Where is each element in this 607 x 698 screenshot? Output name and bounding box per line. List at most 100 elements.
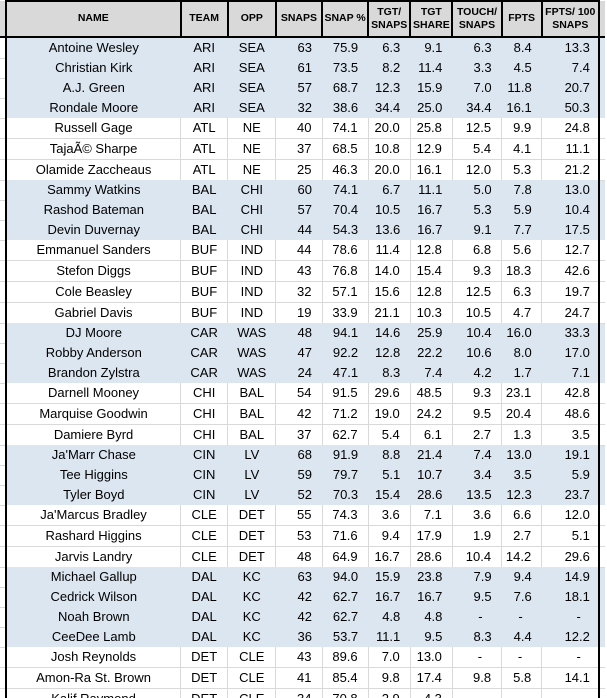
cell-tgt-share[interactable]: 9.1 bbox=[410, 37, 453, 58]
cell-snap-pct[interactable]: 62.7 bbox=[322, 587, 369, 607]
cell-team[interactable]: BAL bbox=[180, 180, 228, 200]
cell-tgt-snaps[interactable]: 15.4 bbox=[368, 485, 411, 505]
cell-tgt-share[interactable]: 11.4 bbox=[410, 58, 453, 78]
cell-opp[interactable]: CLE bbox=[227, 688, 277, 698]
cell-snap-pct[interactable]: 54.3 bbox=[322, 220, 369, 240]
cell-opp[interactable]: IND bbox=[227, 260, 277, 282]
cell-snap-pct[interactable]: 47.1 bbox=[322, 363, 369, 383]
cell-snaps[interactable]: 25 bbox=[275, 159, 323, 180]
cell-snaps[interactable]: 32 bbox=[275, 98, 323, 118]
cell-name[interactable]: Darnell Mooney bbox=[5, 383, 182, 404]
cell-name[interactable]: Rashard Higgins bbox=[5, 525, 182, 547]
cell-team[interactable]: CLE bbox=[180, 546, 229, 567]
cell-fpts[interactable]: 4.7 bbox=[501, 302, 543, 323]
cell-touch-snaps[interactable]: - bbox=[452, 688, 503, 698]
cell-snap-pct[interactable]: 73.5 bbox=[322, 58, 369, 78]
cell-name[interactable]: Jarvis Landry bbox=[5, 546, 182, 567]
cell-tgt-snaps[interactable]: 19.0 bbox=[368, 403, 411, 425]
cell-team[interactable]: CIN bbox=[180, 445, 228, 465]
cell-fpts[interactable]: 9.9 bbox=[501, 118, 543, 139]
cell-snap-pct[interactable]: 85.4 bbox=[322, 667, 369, 689]
column-header-team[interactable]: TEAM bbox=[179, 0, 229, 38]
cell-fpts-100[interactable]: 13.3 bbox=[541, 37, 600, 58]
cell-fpts[interactable]: 1.3 bbox=[501, 424, 543, 445]
cell-opp[interactable]: NE bbox=[227, 138, 277, 160]
cell-name[interactable]: Brandon Zylstra bbox=[5, 363, 181, 383]
cell-team[interactable]: CAR bbox=[180, 323, 228, 343]
cell-tgt-share[interactable]: 12.8 bbox=[410, 240, 453, 261]
cell-snaps[interactable]: 57 bbox=[275, 200, 323, 220]
cell-fpts[interactable]: 8.0 bbox=[501, 343, 542, 363]
cell-opp[interactable]: IND bbox=[227, 240, 277, 261]
column-header-fpts[interactable]: FPTS bbox=[500, 0, 543, 38]
cell-tgt-share[interactable]: 13.0 bbox=[410, 647, 453, 668]
cell-touch-snaps[interactable]: 13.5 bbox=[452, 485, 502, 505]
cell-fpts[interactable]: 18.3 bbox=[501, 260, 543, 282]
cell-fpts[interactable]: 4.1 bbox=[501, 138, 543, 160]
cell-fpts[interactable]: 8.4 bbox=[501, 37, 542, 58]
cell-snaps[interactable]: 40 bbox=[275, 118, 323, 139]
cell-team[interactable]: CLE bbox=[180, 505, 229, 526]
cell-tgt-snaps[interactable]: 13.6 bbox=[368, 220, 411, 240]
cell-snaps[interactable]: 55 bbox=[275, 505, 323, 526]
cell-team[interactable]: BUF bbox=[180, 302, 229, 323]
cell-opp[interactable]: KC bbox=[227, 607, 276, 627]
cell-snap-pct[interactable]: 33.9 bbox=[322, 302, 369, 323]
cell-snap-pct[interactable]: 94.0 bbox=[322, 567, 369, 587]
cell-snap-pct[interactable]: 76.8 bbox=[322, 260, 369, 282]
cell-snap-pct[interactable]: 78.6 bbox=[322, 240, 369, 261]
cell-name[interactable]: Ja'Marcus Bradley bbox=[5, 505, 182, 526]
cell-tgt-share[interactable]: 21.4 bbox=[410, 445, 453, 465]
cell-fpts-100[interactable]: 11.1 bbox=[541, 138, 600, 160]
cell-fpts[interactable]: 5.3 bbox=[501, 159, 543, 180]
cell-touch-snaps[interactable]: - bbox=[452, 647, 503, 668]
cell-opp[interactable]: KC bbox=[227, 567, 276, 587]
cell-fpts-100[interactable]: 12.7 bbox=[541, 240, 600, 261]
cell-snaps[interactable]: 44 bbox=[275, 220, 323, 240]
cell-name[interactable]: Cole Beasley bbox=[5, 281, 182, 303]
cell-snaps[interactable]: 57 bbox=[275, 78, 323, 98]
cell-snaps[interactable]: 48 bbox=[275, 323, 323, 343]
cell-snap-pct[interactable]: 70.8 bbox=[322, 688, 369, 698]
cell-tgt-snaps[interactable]: 8.8 bbox=[368, 445, 411, 465]
cell-snaps[interactable]: 44 bbox=[275, 240, 323, 261]
cell-tgt-snaps[interactable]: 15.9 bbox=[368, 567, 411, 587]
cell-opp[interactable]: DET bbox=[227, 505, 277, 526]
cell-snaps[interactable]: 63 bbox=[275, 37, 323, 58]
cell-touch-snaps[interactable]: 3.6 bbox=[452, 505, 503, 526]
cell-touch-snaps[interactable]: 6.8 bbox=[452, 240, 503, 261]
cell-opp[interactable]: BAL bbox=[227, 403, 277, 425]
cell-tgt-snaps[interactable]: 12.3 bbox=[368, 78, 411, 98]
cell-name[interactable]: Michael Gallup bbox=[5, 567, 181, 587]
cell-touch-snaps[interactable]: 10.4 bbox=[452, 546, 503, 567]
cell-fpts[interactable]: 11.8 bbox=[501, 78, 542, 98]
cell-opp[interactable]: CLE bbox=[227, 667, 277, 689]
cell-snaps[interactable]: 59 bbox=[275, 465, 323, 485]
cell-team[interactable]: DAL bbox=[180, 607, 228, 627]
cell-tgt-snaps[interactable]: 9.4 bbox=[368, 525, 411, 547]
cell-touch-snaps[interactable]: 5.4 bbox=[452, 138, 503, 160]
cell-opp[interactable]: WAS bbox=[227, 343, 276, 363]
cell-fpts-100[interactable]: 12.2 bbox=[541, 627, 600, 647]
cell-fpts-100[interactable]: 14.1 bbox=[541, 667, 600, 689]
cell-name[interactable]: Ja'Marr Chase bbox=[5, 445, 181, 465]
cell-team[interactable]: BUF bbox=[180, 260, 229, 282]
cell-fpts-100[interactable]: 13.0 bbox=[541, 180, 600, 200]
cell-fpts[interactable]: 13.0 bbox=[501, 445, 542, 465]
cell-tgt-share[interactable]: 11.1 bbox=[410, 180, 453, 200]
cell-fpts[interactable]: 6.3 bbox=[501, 281, 543, 303]
cell-fpts-100[interactable]: - bbox=[541, 607, 600, 627]
cell-opp[interactable]: KC bbox=[227, 627, 276, 647]
cell-tgt-snaps[interactable]: 12.8 bbox=[368, 343, 411, 363]
cell-touch-snaps[interactable]: 12.0 bbox=[452, 159, 503, 180]
cell-tgt-snaps[interactable]: 6.3 bbox=[368, 37, 411, 58]
cell-team[interactable]: BAL bbox=[180, 200, 228, 220]
cell-tgt-share[interactable]: 25.9 bbox=[410, 323, 453, 343]
cell-tgt-snaps[interactable]: 3.6 bbox=[368, 505, 411, 526]
column-header-opp[interactable]: OPP bbox=[226, 0, 277, 38]
cell-tgt-snaps[interactable]: 5.4 bbox=[368, 424, 411, 445]
cell-tgt-share[interactable]: 25.0 bbox=[410, 98, 453, 118]
cell-tgt-snaps[interactable]: 15.6 bbox=[368, 281, 411, 303]
cell-opp[interactable]: SEA bbox=[227, 98, 276, 118]
cell-tgt-snaps[interactable]: 8.2 bbox=[368, 58, 411, 78]
